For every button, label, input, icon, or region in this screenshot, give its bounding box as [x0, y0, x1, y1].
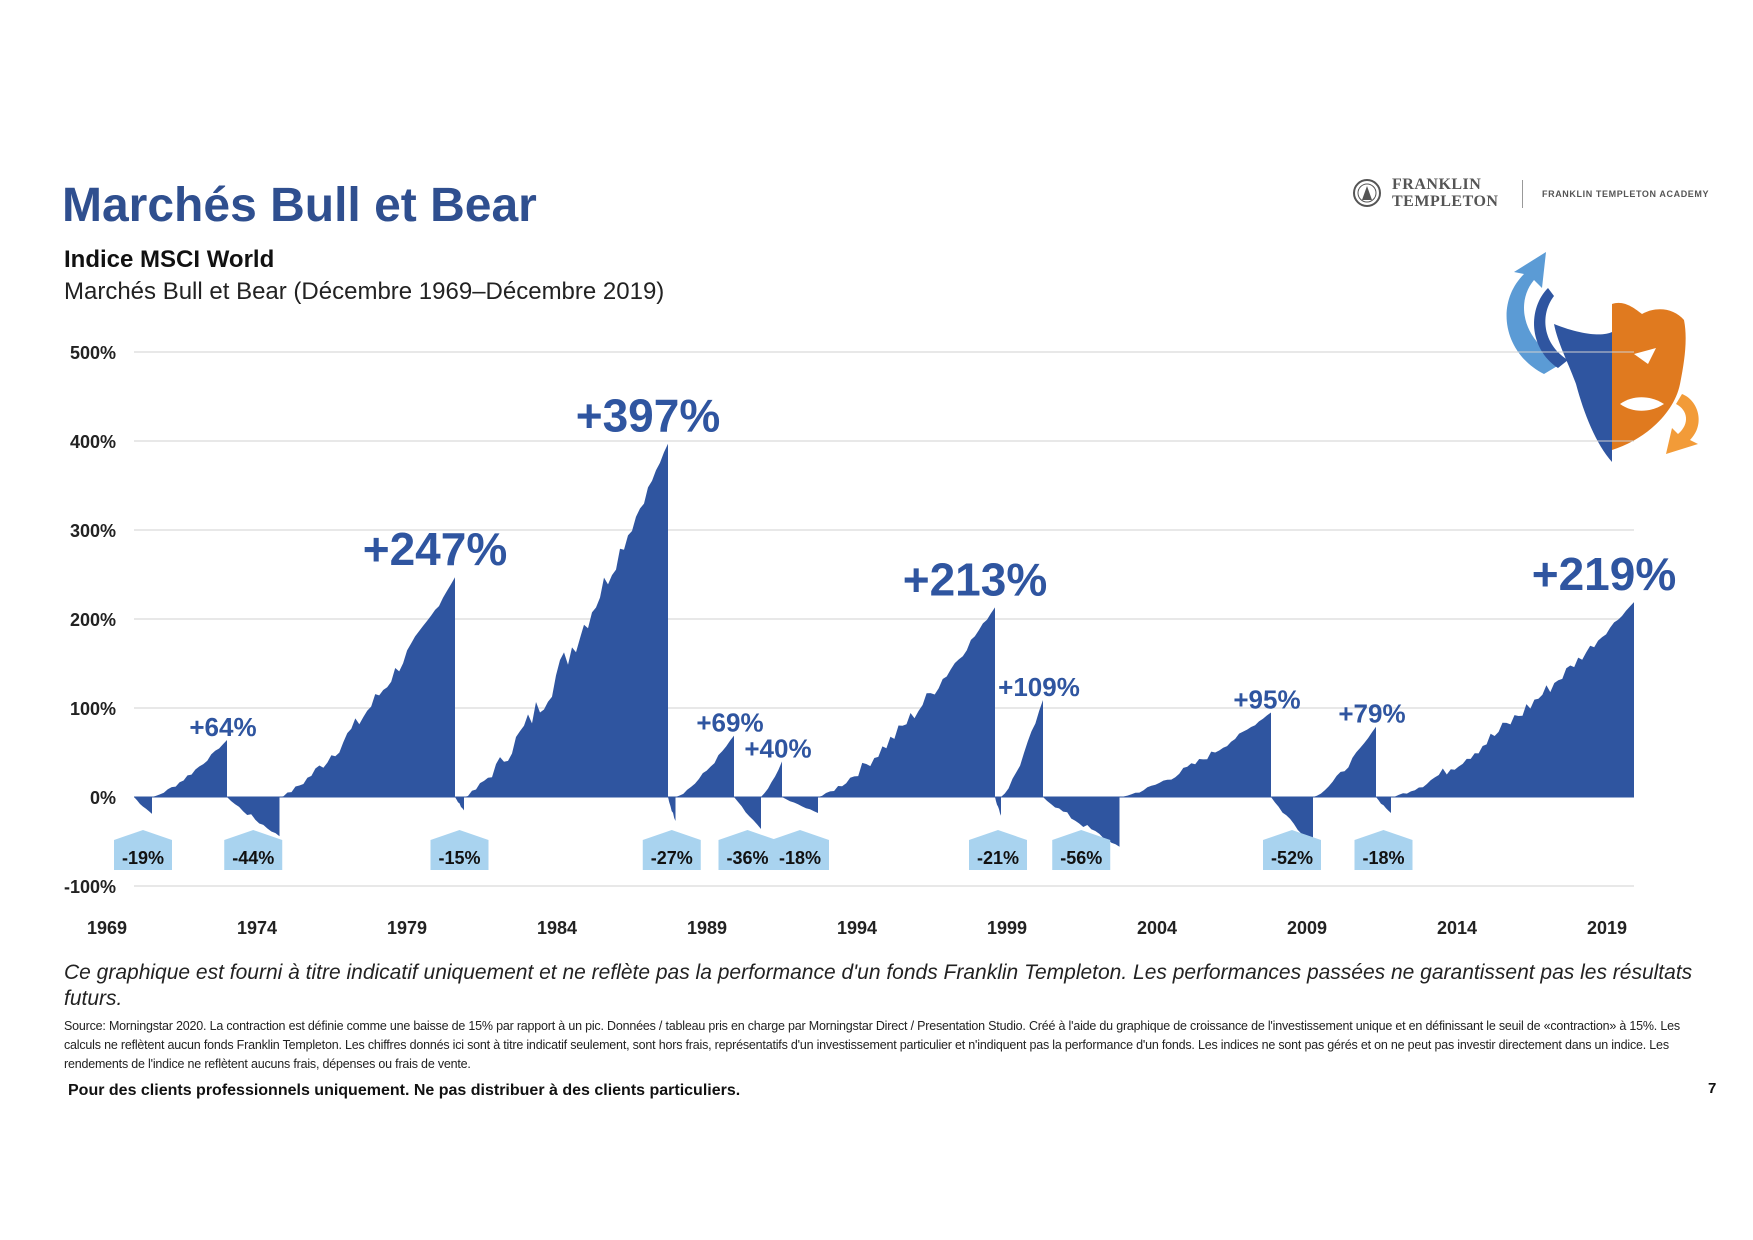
bull-area	[675, 735, 734, 797]
bear-area	[1271, 797, 1313, 844]
x-tick-label: 1984	[537, 918, 577, 938]
index-name: Indice MSCI World	[64, 246, 275, 273]
x-tick-label: 1989	[687, 918, 727, 938]
bear-label-arrow	[718, 830, 777, 870]
x-tick-label: 1979	[387, 918, 427, 938]
bear-label-arrow	[969, 830, 1027, 870]
x-tick-label: 1969	[87, 918, 127, 938]
bull-label: +109%	[998, 672, 1080, 702]
bull-area	[818, 607, 995, 797]
chart-areas	[134, 443, 1634, 847]
bear-label: -18%	[779, 848, 821, 868]
professional-use-note: Pour des clients professionnels uniqueme…	[68, 1082, 741, 1099]
bear-label: -52%	[1271, 848, 1313, 868]
bear-label-arrow	[224, 830, 283, 870]
bear-label-arrow	[642, 830, 701, 870]
bear-area	[995, 797, 1001, 816]
y-tick-label: 400%	[70, 432, 116, 452]
bear-label: -27%	[651, 848, 693, 868]
bear-area	[734, 797, 761, 829]
x-tick-label: 2014	[1437, 918, 1477, 938]
logo-divider	[1522, 180, 1523, 208]
bull-label: +397%	[576, 390, 721, 442]
bear-area	[1376, 797, 1391, 813]
brand-line-1: FRANKLIN	[1392, 176, 1482, 193]
bull-area	[761, 761, 782, 797]
bull-label: +69%	[696, 708, 763, 738]
y-axis-ticks: 500% 400% 300% 200% 100% 0% -100%	[64, 343, 116, 897]
x-tick-label: 1999	[987, 918, 1027, 938]
y-tick-label: 0%	[90, 788, 116, 808]
bear-label-arrow	[1052, 830, 1111, 870]
y-tick-label: -100%	[64, 877, 116, 897]
bear-label: -19%	[122, 848, 164, 868]
franklin-templeton-logo: FRANKLIN TEMPLETON FRANKLIN TEMPLETON AC…	[1352, 176, 1732, 216]
academy-name: FRANKLIN TEMPLETON ACADEMY	[1542, 189, 1710, 199]
bull-label: +64%	[189, 712, 256, 742]
bull-label: +219%	[1532, 548, 1677, 600]
x-axis-ticks: 1969 1974 1979 1984 1989 1994 1999 2004 2009 2014…	[87, 918, 1627, 938]
x-tick-label: 2009	[1287, 918, 1327, 938]
chart-subtitle: Marchés Bull et Bear (Décembre 1969–Déce…	[64, 278, 665, 305]
bear-label-arrow	[114, 830, 172, 870]
bear-area	[1043, 797, 1120, 847]
bull-area	[152, 740, 227, 797]
seal-icon	[1353, 179, 1381, 207]
bear-label-arrow	[1263, 830, 1321, 870]
bull-label: +95%	[1233, 684, 1300, 714]
bear-label: -36%	[726, 848, 768, 868]
bear-label-arrow	[1354, 830, 1413, 870]
y-tick-label: 300%	[70, 521, 116, 541]
bull-label: +79%	[1338, 699, 1405, 729]
bear-area	[668, 797, 676, 821]
y-tick-label: 500%	[70, 343, 116, 363]
x-tick-label: 1974	[237, 918, 277, 938]
bull-area	[1119, 712, 1271, 797]
brand-line-2: TEMPLETON	[1392, 193, 1499, 210]
y-tick-label: 200%	[70, 610, 116, 630]
source-note: Source: Morningstar 2020. La contraction…	[64, 1019, 1680, 1071]
bull-bear-chart: 500% 400% 300% 200% 100% 0% -100% 1969 1974 1979…	[64, 343, 1676, 938]
bear-label: -21%	[977, 848, 1019, 868]
bull-area	[1391, 602, 1634, 797]
bear-label: -18%	[1362, 848, 1404, 868]
bull-label: +213%	[903, 553, 1048, 605]
bear-area	[782, 797, 818, 813]
y-tick-label: 100%	[70, 699, 116, 719]
bear-area	[227, 797, 280, 837]
bull-label: +247%	[363, 523, 508, 575]
bear-label-arrow	[771, 830, 829, 870]
bull-area	[1001, 700, 1043, 797]
x-tick-label: 2004	[1137, 918, 1177, 938]
period-labels: -19% +64% -44% +247% -15% +397% -27% +69% -36% +4…	[114, 390, 1676, 870]
x-tick-label: 1994	[837, 918, 877, 938]
bear-label-arrow	[430, 830, 489, 870]
disclaimer-text: Ce graphique est fourni à titre indicati…	[64, 961, 1693, 1010]
bull-area	[464, 443, 668, 797]
page-title: Marchés Bull et Bear	[62, 179, 537, 232]
bull-area	[1313, 726, 1376, 797]
page-number: 7	[1708, 1080, 1717, 1097]
gridlines	[134, 351, 1634, 887]
bear-label: -44%	[232, 848, 274, 868]
bull-area	[279, 577, 455, 797]
bear-label: -15%	[438, 848, 480, 868]
x-tick-label: 2019	[1587, 918, 1627, 938]
bull-bear-mascot-icon	[1506, 252, 1699, 462]
bull-label: +40%	[744, 733, 811, 763]
bear-area	[455, 797, 464, 811]
brand-name: FRANKLIN TEMPLETON	[1392, 176, 1498, 210]
bear-area	[134, 797, 152, 814]
bear-label: -56%	[1060, 848, 1102, 868]
